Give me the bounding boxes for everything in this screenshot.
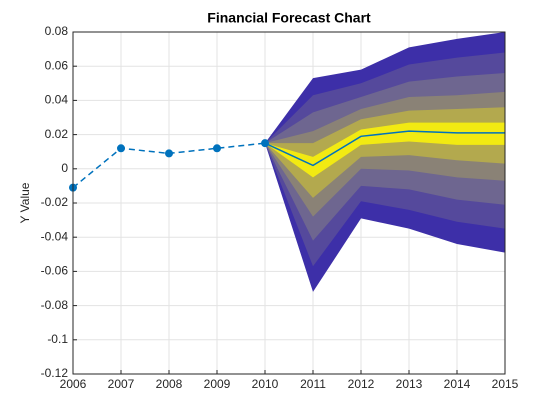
- y-tick-label: -0.1: [47, 332, 68, 346]
- y-tick-label: -0.02: [41, 195, 69, 209]
- axes-box: [72, 31, 506, 375]
- y-tick-label: -0.12: [41, 366, 69, 380]
- x-tick-label: 2011: [300, 377, 326, 391]
- y-tick-label: 0: [61, 161, 68, 175]
- x-tick-label: 2014: [444, 377, 471, 391]
- x-tick-label: 2006: [60, 377, 87, 391]
- median-line: [264, 130, 505, 167]
- history-marker: [165, 149, 173, 158]
- x-tick-label: 2013: [396, 377, 423, 391]
- y-axis-label: Y Value: [18, 182, 32, 223]
- history-marker: [117, 144, 125, 153]
- y-tick-label: -0.06: [41, 264, 69, 278]
- x-tick-label: 2008: [156, 377, 183, 391]
- x-tick-label: 2010: [252, 377, 279, 391]
- history-marker: [213, 144, 221, 153]
- fan-band: [265, 122, 505, 178]
- y-tick-label: 0.04: [45, 93, 69, 107]
- chart-title: Financial Forecast Chart: [207, 10, 371, 26]
- y-tick-label: -0.04: [41, 229, 69, 243]
- x-tick-label: 2007: [108, 377, 135, 391]
- y-tick-label: -0.08: [41, 298, 69, 312]
- x-tick-label: 2012: [348, 377, 375, 391]
- x-tick-label: 2009: [204, 377, 231, 391]
- y-tick-label: 0.02: [45, 127, 69, 141]
- x-tick-label: 2015: [492, 377, 519, 391]
- y-tick-label: 0.06: [45, 58, 69, 72]
- y-tick-label: 0.08: [45, 24, 69, 38]
- history-marker: [261, 139, 269, 148]
